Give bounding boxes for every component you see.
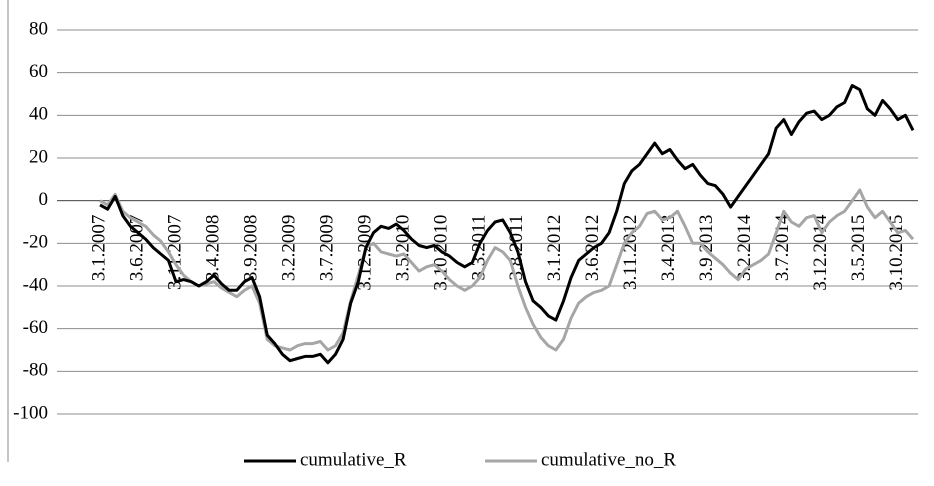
x-tick-label: 3.4.2013 [658, 215, 679, 282]
x-tick-label: 3.4.2008 [202, 215, 223, 282]
x-tick-label: 3.9.2013 [696, 215, 717, 282]
x-tick-label: 3.12.2014 [810, 214, 831, 291]
x-tick-label: 3.10.2015 [886, 215, 907, 291]
x-tick-label: 3.7.2009 [316, 215, 337, 282]
x-tick-label: 3.7.2014 [772, 214, 793, 281]
y-tick-label: -20 [23, 232, 48, 253]
x-tick-label: 3.5.2015 [848, 215, 869, 282]
x-tick-label: 3.2.2009 [278, 215, 299, 282]
y-tick-label: 60 [29, 61, 48, 82]
y-tick-label: -40 [23, 274, 48, 295]
y-tick-label: -100 [13, 402, 48, 423]
x-tick-label: 3.11.2012 [620, 215, 641, 290]
y-tick-label: 0 [39, 189, 49, 210]
y-tick-label: -80 [23, 360, 48, 381]
x-tick-label: 3.1.2007 [88, 215, 109, 282]
x-tick-label: 3.9.2008 [240, 215, 261, 282]
y-tick-label: -60 [23, 317, 48, 338]
legend-label: cumulative_R [300, 449, 407, 470]
x-tick-label: 3.2.2014 [734, 214, 755, 281]
y-tick-label: 80 [29, 18, 48, 39]
series-line [99, 188, 915, 352]
x-tick-label: 3.6.2007 [126, 215, 147, 282]
series-line [99, 84, 915, 365]
x-tick-label: 3.1.2012 [544, 215, 565, 282]
legend-label: cumulative_no_R [541, 449, 676, 470]
y-tick-label: 20 [29, 146, 48, 167]
x-tick-label: 3.5.2010 [392, 215, 413, 282]
y-tick-label: 40 [29, 104, 48, 125]
